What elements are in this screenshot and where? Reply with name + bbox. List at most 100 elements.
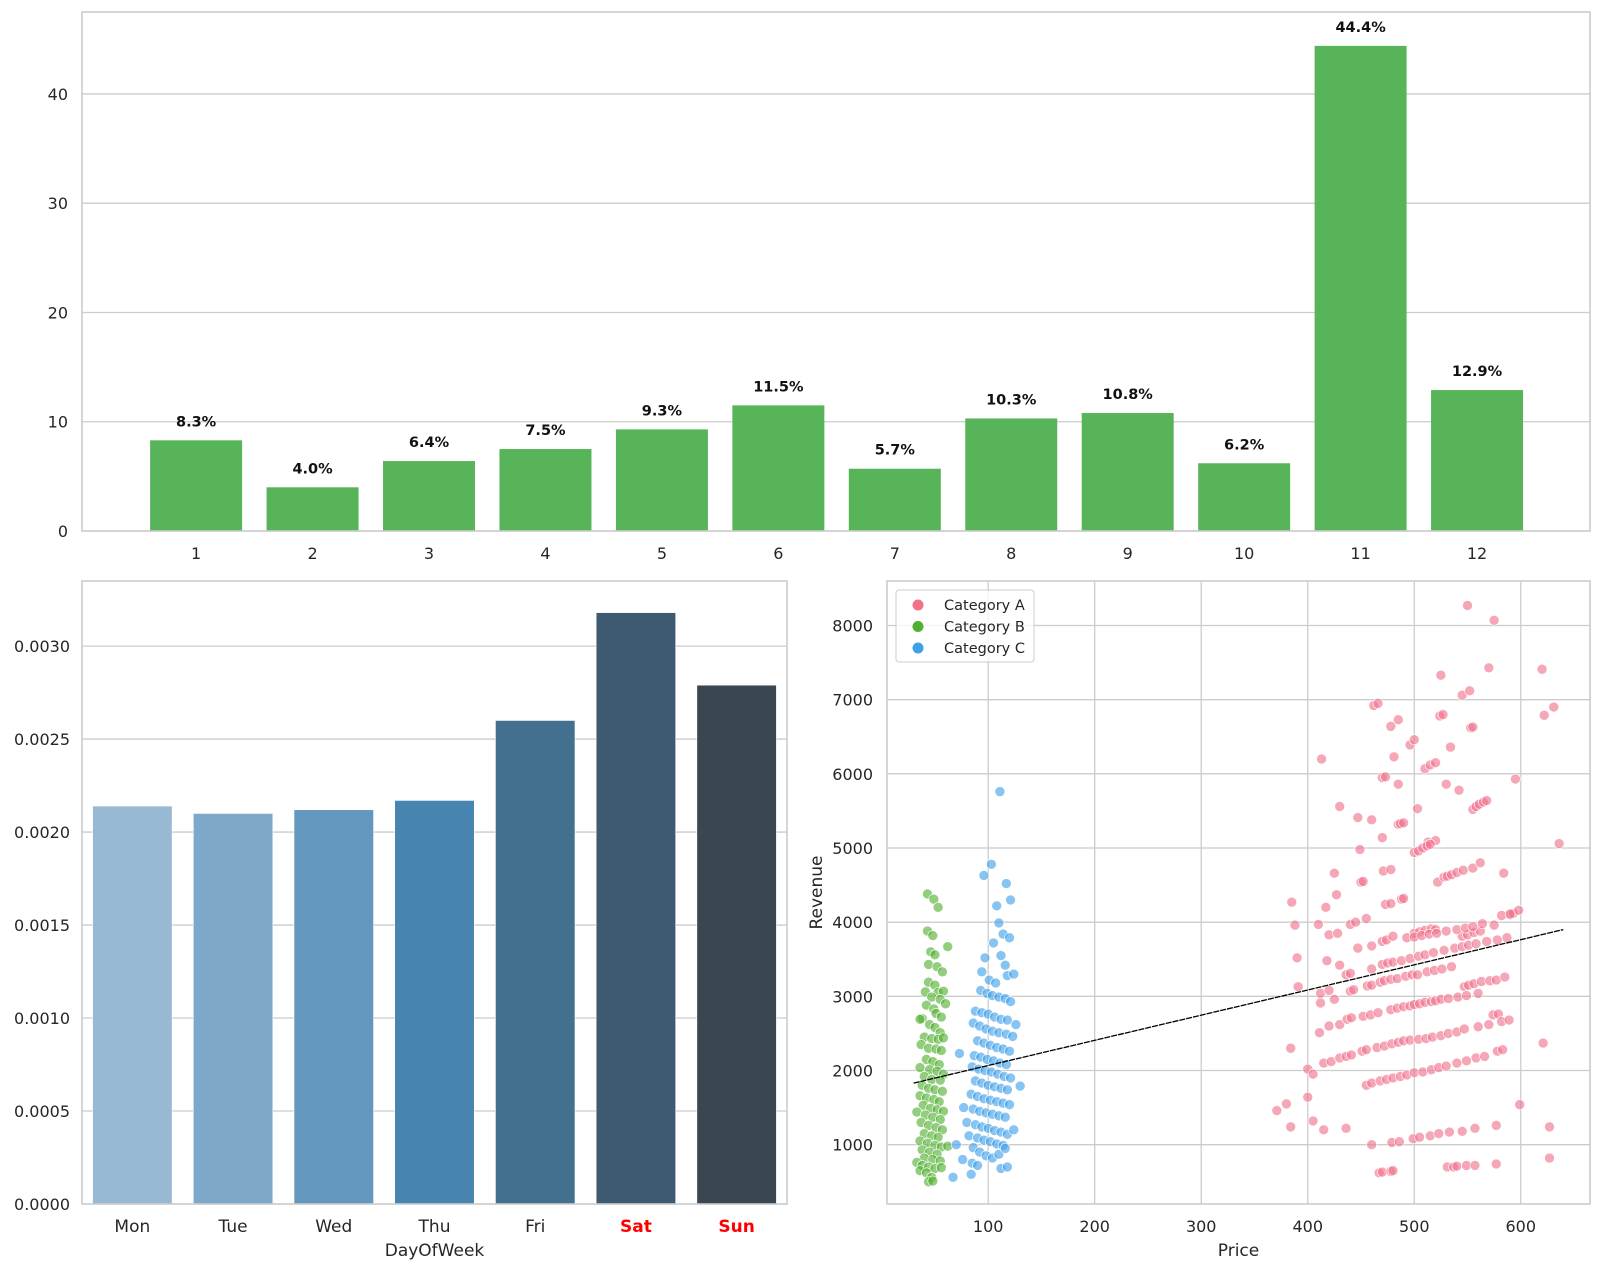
data-point	[1313, 919, 1324, 930]
data-point	[1443, 993, 1454, 1004]
data-point	[1281, 1098, 1292, 1110]
y-tick-label: 10	[48, 413, 68, 432]
data-point	[1394, 1136, 1405, 1147]
data-point	[947, 1172, 959, 1183]
data-point	[1398, 893, 1409, 904]
y-tick-label: 0.0010	[14, 1009, 70, 1028]
data-point	[1477, 918, 1488, 929]
data-point	[1446, 961, 1457, 972]
data-point	[1005, 996, 1016, 1007]
data-point	[1004, 932, 1015, 944]
data-point	[1348, 984, 1359, 995]
data-point	[936, 1011, 947, 1023]
data-point	[1307, 1068, 1319, 1080]
data-point	[1004, 1045, 1015, 1057]
data-point	[1271, 1105, 1283, 1116]
x-tick-label: 12	[1467, 544, 1487, 563]
data-point	[1435, 669, 1447, 681]
data-point	[1433, 1128, 1445, 1139]
series-category-a	[1271, 600, 1565, 1179]
data-label: 6.4%	[409, 435, 450, 451]
x-tick-label: Tue	[218, 1217, 248, 1237]
bar-fri	[495, 720, 576, 1205]
bar-wed	[293, 809, 374, 1205]
data-point	[1014, 1080, 1026, 1092]
data-point	[1361, 1044, 1372, 1056]
data-point	[1456, 1126, 1468, 1137]
x-tick-label: Mon	[114, 1217, 150, 1237]
x-axis-label: DayOfWeek	[385, 1241, 485, 1261]
data-label: 8.3%	[176, 414, 217, 430]
data-point	[1430, 757, 1441, 769]
data-point	[1323, 1020, 1335, 1032]
data-point	[1372, 698, 1384, 709]
data-point	[927, 1175, 939, 1187]
legend-box	[895, 589, 1035, 663]
data-point	[1492, 934, 1503, 946]
data-point	[1414, 1131, 1425, 1143]
plot-frame	[81, 11, 1591, 532]
data-point	[1488, 919, 1500, 931]
data-label: 9.3%	[642, 403, 683, 419]
data-point	[999, 1143, 1011, 1154]
data-label: 10.3%	[986, 392, 1037, 408]
legend-marker-category-c	[912, 642, 924, 654]
legend-marker-category-b	[912, 621, 924, 632]
data-point	[1398, 817, 1409, 829]
legend-label: Category B	[944, 620, 1025, 636]
data-point	[1499, 971, 1511, 983]
data-point	[1285, 1042, 1296, 1054]
data-point	[993, 917, 1005, 929]
bar-mon	[92, 805, 173, 1205]
bar-month-9	[1081, 412, 1174, 531]
data-point	[1289, 919, 1301, 931]
data-point	[954, 1048, 965, 1059]
x-tick-label: 4	[540, 544, 550, 563]
bar-month-1	[150, 440, 243, 531]
y-tick-label: 0.0020	[14, 823, 70, 842]
x-tick-label: 5	[657, 544, 667, 563]
data-point	[1437, 709, 1449, 720]
data-point	[1387, 930, 1399, 942]
y-tick-labels: 0.0000 0.0005 0.0010 0.0015 0.0020 0.0025 0.00…	[14, 637, 70, 1214]
data-point	[1461, 990, 1472, 1001]
legend: Category A Category B Category C	[895, 589, 1035, 663]
x-tick-label: Sat	[620, 1217, 652, 1237]
data-point	[957, 1154, 968, 1165]
data-point	[1008, 1124, 1020, 1136]
data-point	[1357, 876, 1369, 887]
data-point	[1412, 969, 1423, 981]
data-point	[1469, 1160, 1481, 1171]
data-point	[1291, 952, 1303, 964]
bar-month-3	[383, 461, 476, 531]
x-tick-label: 6	[773, 544, 783, 563]
bar-thu	[394, 800, 475, 1205]
y-tick-labels: 1000 2000 3000 4000 5000 6000 7000 8000	[832, 617, 873, 1155]
bar-month-11	[1314, 45, 1407, 531]
data-point	[927, 930, 939, 941]
data-point	[978, 870, 990, 881]
data-point	[929, 949, 941, 961]
data-point	[928, 893, 940, 905]
data-point	[1376, 832, 1388, 843]
x-tick-label: 500	[1399, 1217, 1430, 1236]
y-tick-label: 6000	[832, 765, 873, 784]
data-point	[1461, 1055, 1472, 1067]
data-point	[1005, 894, 1016, 906]
data-label: 6.2%	[1224, 437, 1265, 453]
y-tick-label: 2000	[832, 1062, 873, 1081]
data-point	[1445, 741, 1456, 753]
data-point	[1457, 864, 1469, 876]
data-point	[1286, 896, 1298, 908]
data-point	[1318, 1124, 1330, 1136]
data-label: 7.5%	[525, 423, 566, 439]
x-tick-label: Sun	[718, 1217, 754, 1237]
data-point	[1470, 938, 1482, 949]
x-tick-label: 9	[1123, 544, 1133, 563]
data-point	[1314, 1027, 1325, 1038]
data-point	[1490, 1158, 1502, 1170]
data-point	[1361, 913, 1372, 924]
x-axis-label: Price	[1218, 1241, 1259, 1261]
y-tick-label: 8000	[832, 617, 873, 636]
